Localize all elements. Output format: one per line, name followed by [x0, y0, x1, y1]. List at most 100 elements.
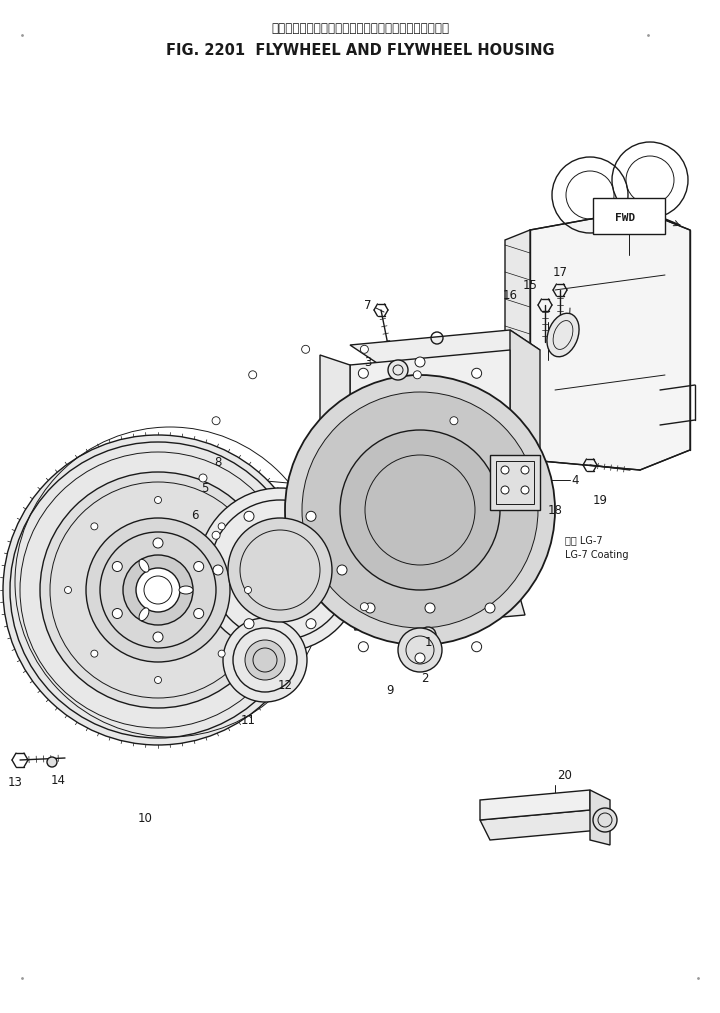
- Ellipse shape: [139, 559, 149, 572]
- Circle shape: [65, 587, 71, 594]
- Circle shape: [248, 577, 257, 586]
- Text: FIG. 2201  FLYWHEEL AND FLYWHEEL HOUSING: FIG. 2201 FLYWHEEL AND FLYWHEEL HOUSING: [166, 43, 554, 58]
- Text: 1: 1: [424, 635, 432, 648]
- Polygon shape: [590, 790, 610, 845]
- Circle shape: [112, 561, 122, 571]
- Polygon shape: [350, 350, 510, 595]
- Circle shape: [123, 555, 193, 625]
- Text: 4: 4: [571, 473, 579, 486]
- Circle shape: [485, 603, 495, 613]
- Circle shape: [285, 375, 555, 645]
- Circle shape: [463, 474, 471, 482]
- Text: 19: 19: [593, 493, 608, 506]
- Circle shape: [194, 561, 204, 571]
- Circle shape: [501, 486, 509, 494]
- Circle shape: [199, 474, 207, 482]
- Circle shape: [425, 603, 435, 613]
- Text: フライホイール　および　フライホイール　ハウジング: フライホイール および フライホイール ハウジング: [271, 21, 449, 34]
- Bar: [496, 461, 534, 504]
- Circle shape: [153, 538, 163, 548]
- Circle shape: [593, 808, 617, 832]
- Text: 11: 11: [240, 713, 256, 726]
- Circle shape: [450, 416, 458, 424]
- Circle shape: [218, 523, 225, 530]
- Ellipse shape: [547, 313, 579, 357]
- Circle shape: [155, 496, 161, 503]
- Ellipse shape: [179, 586, 193, 594]
- Circle shape: [521, 486, 529, 494]
- Text: 5: 5: [202, 481, 209, 494]
- Circle shape: [302, 603, 310, 611]
- Polygon shape: [320, 355, 350, 595]
- Text: 14: 14: [50, 774, 66, 786]
- Polygon shape: [530, 210, 690, 470]
- Text: 20: 20: [557, 769, 572, 781]
- Circle shape: [155, 677, 161, 684]
- Circle shape: [3, 435, 313, 745]
- Circle shape: [472, 369, 482, 378]
- Circle shape: [244, 619, 254, 629]
- Circle shape: [359, 369, 369, 378]
- FancyBboxPatch shape: [593, 198, 665, 234]
- Circle shape: [415, 653, 425, 663]
- Text: 6: 6: [192, 509, 199, 522]
- Circle shape: [361, 603, 369, 611]
- Circle shape: [359, 641, 369, 651]
- Circle shape: [194, 609, 204, 619]
- Circle shape: [248, 371, 257, 379]
- Circle shape: [450, 531, 458, 539]
- Circle shape: [40, 472, 276, 708]
- Text: 18: 18: [548, 503, 562, 517]
- Circle shape: [245, 640, 285, 680]
- Circle shape: [415, 357, 425, 367]
- Polygon shape: [480, 810, 600, 840]
- Circle shape: [47, 757, 57, 767]
- Circle shape: [413, 371, 421, 379]
- Circle shape: [361, 345, 369, 354]
- Circle shape: [223, 618, 307, 702]
- Circle shape: [218, 650, 225, 657]
- Circle shape: [91, 523, 98, 530]
- Text: 16: 16: [503, 289, 518, 302]
- Circle shape: [306, 512, 316, 522]
- Text: 12: 12: [277, 679, 292, 692]
- Text: 15: 15: [523, 279, 537, 292]
- Polygon shape: [345, 580, 525, 630]
- Circle shape: [112, 609, 122, 619]
- Circle shape: [472, 641, 482, 651]
- Circle shape: [136, 568, 180, 612]
- Circle shape: [388, 360, 408, 380]
- Polygon shape: [510, 330, 540, 580]
- Circle shape: [153, 632, 163, 642]
- Circle shape: [398, 628, 442, 672]
- Circle shape: [245, 587, 251, 594]
- Text: LG-7 Coating: LG-7 Coating: [565, 550, 629, 560]
- Text: 7: 7: [364, 299, 372, 312]
- Bar: [490, 455, 540, 510]
- Text: 塗布 LG-7: 塗布 LG-7: [565, 535, 603, 545]
- Polygon shape: [505, 230, 530, 460]
- Circle shape: [91, 650, 98, 657]
- Circle shape: [244, 512, 254, 522]
- Circle shape: [337, 565, 347, 575]
- Circle shape: [228, 518, 332, 622]
- Polygon shape: [350, 330, 540, 365]
- Text: 9: 9: [386, 684, 394, 697]
- Circle shape: [521, 466, 529, 474]
- Text: FWD: FWD: [615, 213, 635, 223]
- Ellipse shape: [139, 608, 149, 621]
- Circle shape: [86, 518, 230, 663]
- Polygon shape: [480, 790, 590, 820]
- Text: 17: 17: [552, 265, 567, 279]
- Text: 2: 2: [421, 672, 428, 685]
- Circle shape: [302, 392, 538, 628]
- Circle shape: [213, 565, 223, 575]
- Circle shape: [198, 488, 362, 652]
- Circle shape: [306, 619, 316, 629]
- Text: 8: 8: [215, 456, 222, 468]
- Circle shape: [501, 466, 509, 474]
- Circle shape: [302, 345, 310, 354]
- Circle shape: [413, 577, 421, 586]
- Circle shape: [340, 430, 500, 590]
- Circle shape: [212, 416, 220, 424]
